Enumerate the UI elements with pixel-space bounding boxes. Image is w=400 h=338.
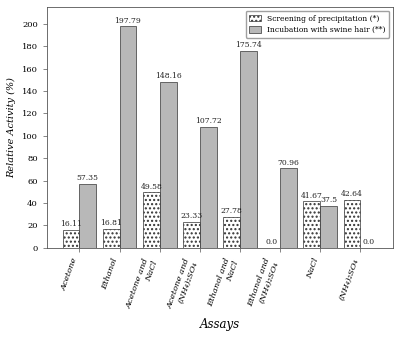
Text: 49.58: 49.58: [140, 183, 162, 191]
Text: 42.64: 42.64: [341, 190, 363, 198]
Bar: [183, 222, 200, 248]
Bar: [320, 206, 337, 248]
Bar: [200, 127, 217, 248]
Bar: [240, 51, 257, 248]
Text: 197.79: 197.79: [114, 17, 141, 25]
Text: 107.72: 107.72: [195, 118, 222, 125]
Text: 27.78: 27.78: [221, 207, 242, 215]
Text: 0.0: 0.0: [363, 238, 375, 246]
Text: 57.35: 57.35: [77, 174, 99, 182]
Text: 23.33: 23.33: [180, 212, 202, 220]
Bar: [143, 192, 160, 248]
Bar: [304, 201, 320, 248]
Text: 175.74: 175.74: [235, 41, 262, 49]
Text: 0.0: 0.0: [266, 238, 278, 246]
Y-axis label: Relative Activity (%): Relative Activity (%): [7, 77, 16, 178]
Bar: [79, 184, 96, 248]
Bar: [62, 230, 79, 248]
Bar: [223, 217, 240, 248]
Text: 70.96: 70.96: [278, 159, 300, 167]
Bar: [103, 229, 120, 248]
X-axis label: Assays: Assays: [200, 318, 240, 331]
Bar: [160, 82, 176, 248]
Legend: Screening of precipitation (*), Incubation with swine hair (**): Screening of precipitation (*), Incubati…: [246, 11, 389, 38]
Bar: [120, 26, 136, 248]
Text: 37.5: 37.5: [320, 196, 337, 204]
Text: 148.16: 148.16: [155, 72, 182, 80]
Bar: [344, 200, 360, 248]
Text: 16.11: 16.11: [60, 220, 82, 228]
Text: 16.81: 16.81: [100, 219, 122, 227]
Text: 41.67: 41.67: [301, 192, 323, 199]
Bar: [280, 168, 297, 248]
